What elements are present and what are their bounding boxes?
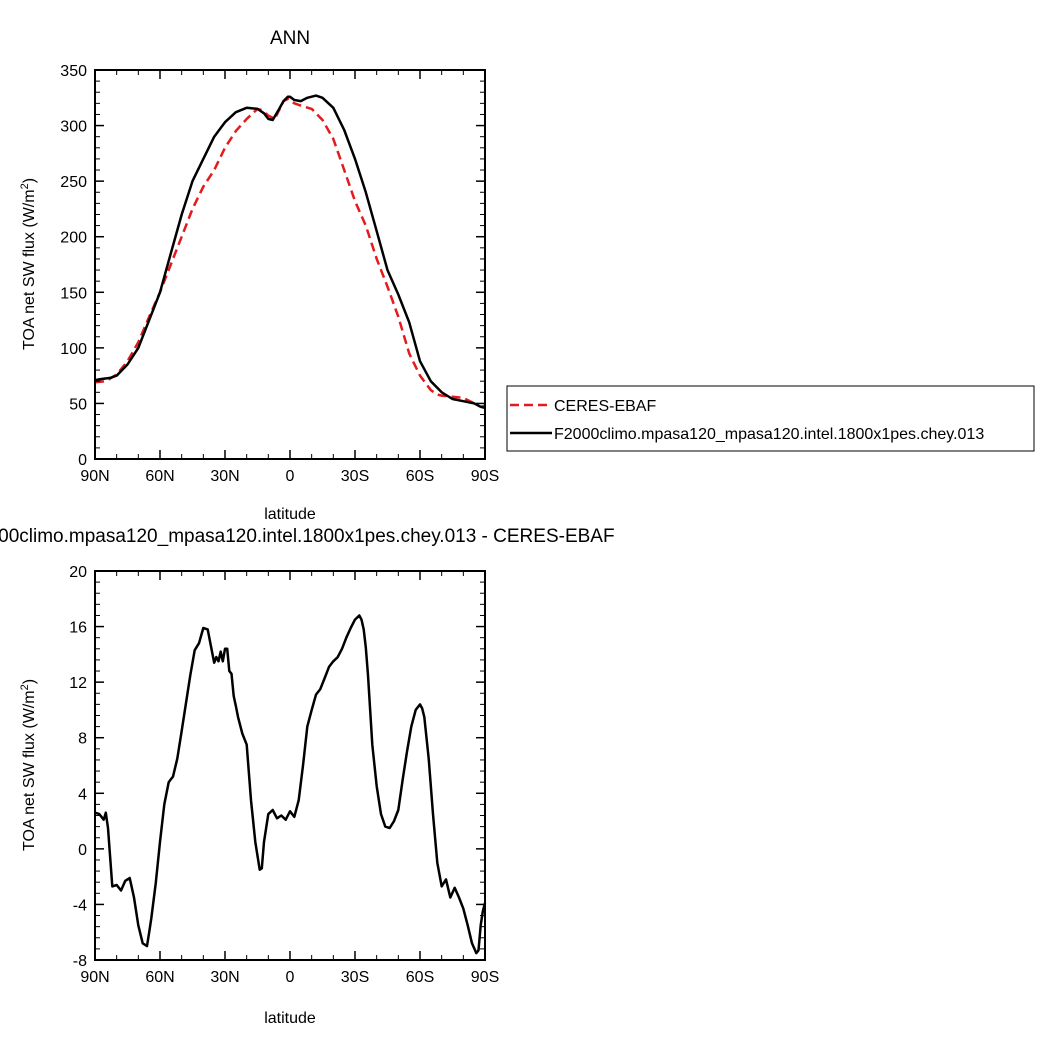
- bottom-x-tick-label: 30S: [341, 969, 369, 986]
- legend-box: [506, 385, 1035, 452]
- bottom-y-tick-label: 4: [78, 786, 87, 803]
- bottom-x-axis-title: latitude: [264, 1010, 316, 1027]
- top-x-tick-label: 30S: [341, 468, 369, 485]
- top-y-tick-label: 250: [60, 174, 87, 191]
- bottom-x-tick-label: 60N: [145, 969, 174, 986]
- top-series-line-model: [94, 94, 486, 410]
- top-series-line-ceres-ebaf: [94, 97, 486, 409]
- top-y-tick-label: 0: [78, 452, 87, 469]
- bottom-y-axis-title: TOA net SW flux (W/m2): [19, 679, 38, 851]
- top-y-tick-label: 100: [60, 341, 87, 358]
- top-y-axis-title: TOA net SW flux (W/m2): [19, 178, 38, 350]
- bottom-x-tick-label: 60S: [406, 969, 434, 986]
- top-axis-ticks: 90N 60N 30N 0 30S 60S 90S 0 50 100 150 200 250 300 350: [60, 63, 499, 485]
- top-y-tick-label: 200: [60, 230, 87, 247]
- bottom-y-tick-label: -4: [73, 897, 87, 914]
- top-y-tick-label: 50: [69, 396, 87, 413]
- top-y-tick-label: 350: [60, 63, 87, 80]
- top-x-tick-label: 90N: [80, 468, 109, 485]
- bottom-series-lines: [94, 614, 487, 955]
- top-x-tick-label: 60S: [406, 468, 434, 485]
- bottom-x-tick-label: 0: [286, 969, 295, 986]
- legend-label-model: F2000climo.mpasa120_mpasa120.intel.1800x…: [554, 426, 984, 443]
- bottom-chart-title: F2000climo.mpasa120_mpasa120.intel.1800x…: [0, 526, 615, 547]
- top-x-tick-label: 90S: [471, 468, 499, 485]
- bottom-y-tick-label: 0: [78, 842, 87, 859]
- bottom-series-line-difference: [94, 614, 487, 955]
- top-y-tick-label: 150: [60, 285, 87, 302]
- top-panel: ANN 90N 60N 30N 0 30S 60S 90S 0 50 100 150 200 250 30…: [19, 28, 1035, 523]
- top-x-tick-label: 60N: [145, 468, 174, 485]
- top-x-axis-title: latitude: [264, 506, 316, 523]
- top-chart-title: ANN: [270, 28, 310, 49]
- bottom-y-tick-label: -8: [73, 953, 87, 970]
- bottom-y-tick-label: 8: [78, 731, 87, 748]
- bottom-x-tick-label: 90S: [471, 969, 499, 986]
- bottom-panel: F2000climo.mpasa120_mpasa120.intel.1800x…: [0, 526, 615, 1027]
- bottom-y-tick-label: 12: [69, 675, 87, 692]
- legend-label-ceres: CERES-EBAF: [554, 398, 656, 415]
- bottom-y-tick-label: 16: [69, 620, 87, 637]
- bottom-x-tick-label: 90N: [80, 969, 109, 986]
- top-plot-frame: [94, 69, 486, 460]
- legend: CERES-EBAF F2000climo.mpasa120_mpasa120.…: [506, 385, 1035, 452]
- bottom-axis-ticks: 90N 60N 30N 0 30S 60S 90S -8 -4 0 4 8 12 16 20: [69, 564, 499, 986]
- top-x-tick-label: 0: [286, 468, 295, 485]
- bottom-y-tick-label: 20: [69, 564, 87, 581]
- top-x-tick-label: 30N: [210, 468, 239, 485]
- top-series-lines: [94, 94, 486, 410]
- top-y-tick-label: 300: [60, 119, 87, 136]
- bottom-x-tick-label: 30N: [210, 969, 239, 986]
